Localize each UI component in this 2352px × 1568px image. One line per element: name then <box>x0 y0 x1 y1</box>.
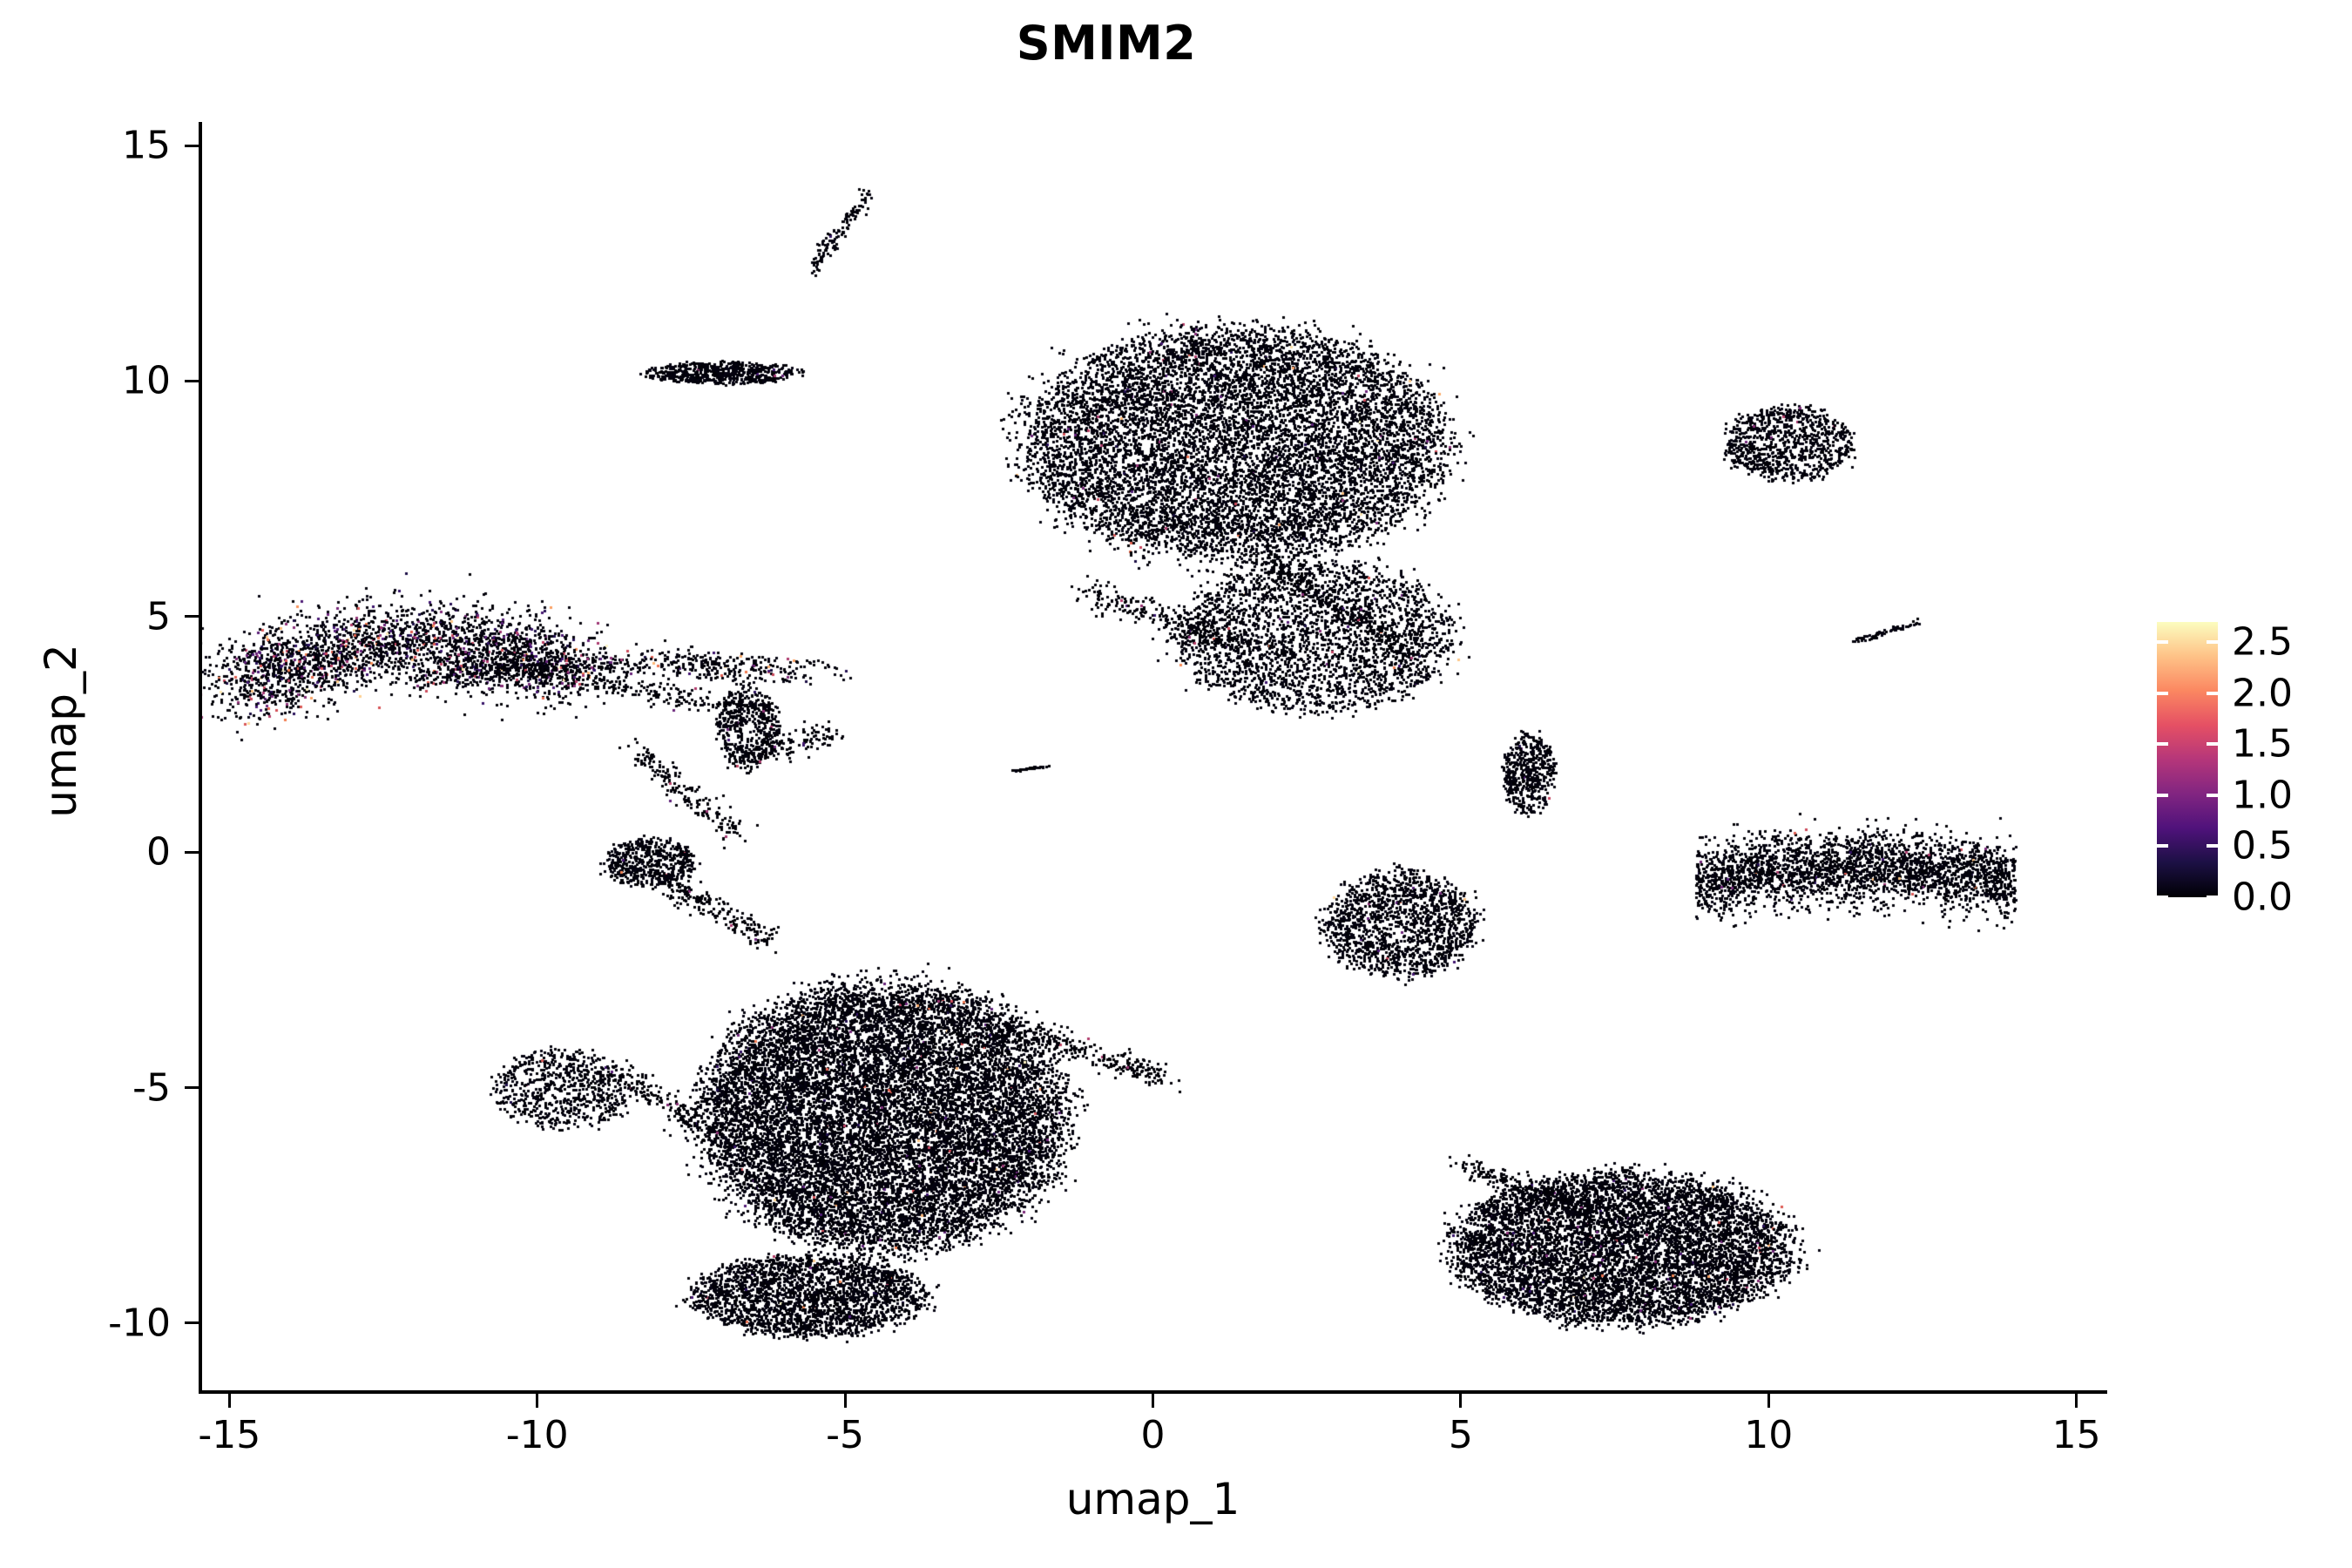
axis-spine-left <box>199 122 202 1394</box>
colorbar-tick-mark <box>2157 896 2168 899</box>
y-tick-mark <box>185 850 199 854</box>
y-tick-label: -5 <box>132 1065 171 1111</box>
x-tick-label: 5 <box>1448 1413 1473 1457</box>
colorbar-tick-label: 1.0 <box>2232 773 2293 818</box>
y-tick-label: 10 <box>122 358 171 403</box>
y-tick-mark <box>185 615 199 618</box>
x-tick-mark <box>1459 1394 1463 1408</box>
x-tick-mark <box>536 1394 539 1408</box>
x-tick-mark <box>1152 1394 1154 1408</box>
colorbar-tick-mark <box>2157 793 2168 797</box>
x-tick-label: 15 <box>2051 1413 2101 1457</box>
plot-axes: -15 -10 -5 0 5 10 15 15 10 5 0 -5 -10 <box>108 122 2107 1457</box>
x-tick-label: 10 <box>1744 1413 1794 1457</box>
colorbar-tick-label: 2.0 <box>2232 671 2293 716</box>
colorbar-tick-mark <box>2207 793 2218 797</box>
y-axis-label: umap_2 <box>36 644 86 818</box>
y-tick-mark <box>185 1321 199 1325</box>
y-tick-mark <box>185 379 199 382</box>
y-tick-mark <box>185 1086 199 1090</box>
x-tick-mark <box>843 1394 847 1408</box>
colorbar-tick-label: 1.5 <box>2232 721 2293 767</box>
x-tick-mark <box>227 1394 231 1408</box>
x-tick-label: -15 <box>198 1413 261 1457</box>
colorbar-tick-mark <box>2207 742 2218 747</box>
y-tick-label: 5 <box>146 594 171 639</box>
colorbar-tick-mark <box>2157 691 2168 695</box>
colorbar-tick-label: 0.5 <box>2232 823 2293 868</box>
x-tick-mark <box>2075 1394 2078 1408</box>
colorbar-tick-mark <box>2207 844 2218 848</box>
page-title: SMIM2 <box>1016 16 1197 71</box>
colorbar-tick-mark <box>2207 640 2218 645</box>
colorbar-tick-label: 2.5 <box>2232 619 2293 665</box>
y-tick-label: -10 <box>108 1301 171 1346</box>
colorbar-gradient <box>2157 622 2218 897</box>
x-axis-label: umap_1 <box>1065 1474 1240 1524</box>
colorbar-tick-mark <box>2157 742 2168 747</box>
colorbar-tick-mark <box>2157 844 2168 848</box>
axis-spine-bottom <box>199 1390 2107 1394</box>
x-tick-label: -10 <box>505 1413 569 1457</box>
y-tick-mark <box>185 144 199 147</box>
colorbar-tick-mark <box>2207 691 2218 695</box>
x-tick-label: 0 <box>1140 1413 1166 1457</box>
colorbar-tick-mark <box>2157 640 2168 645</box>
x-tick-mark <box>1767 1394 1770 1408</box>
scatter-plot-canvas <box>199 122 2107 1394</box>
x-tick-label: -5 <box>826 1413 865 1457</box>
y-tick-label: 15 <box>122 123 171 168</box>
y-tick-label: 0 <box>146 829 171 875</box>
colorbar-tick-mark <box>2207 896 2218 899</box>
colorbar-tick-label: 0.0 <box>2232 875 2293 920</box>
